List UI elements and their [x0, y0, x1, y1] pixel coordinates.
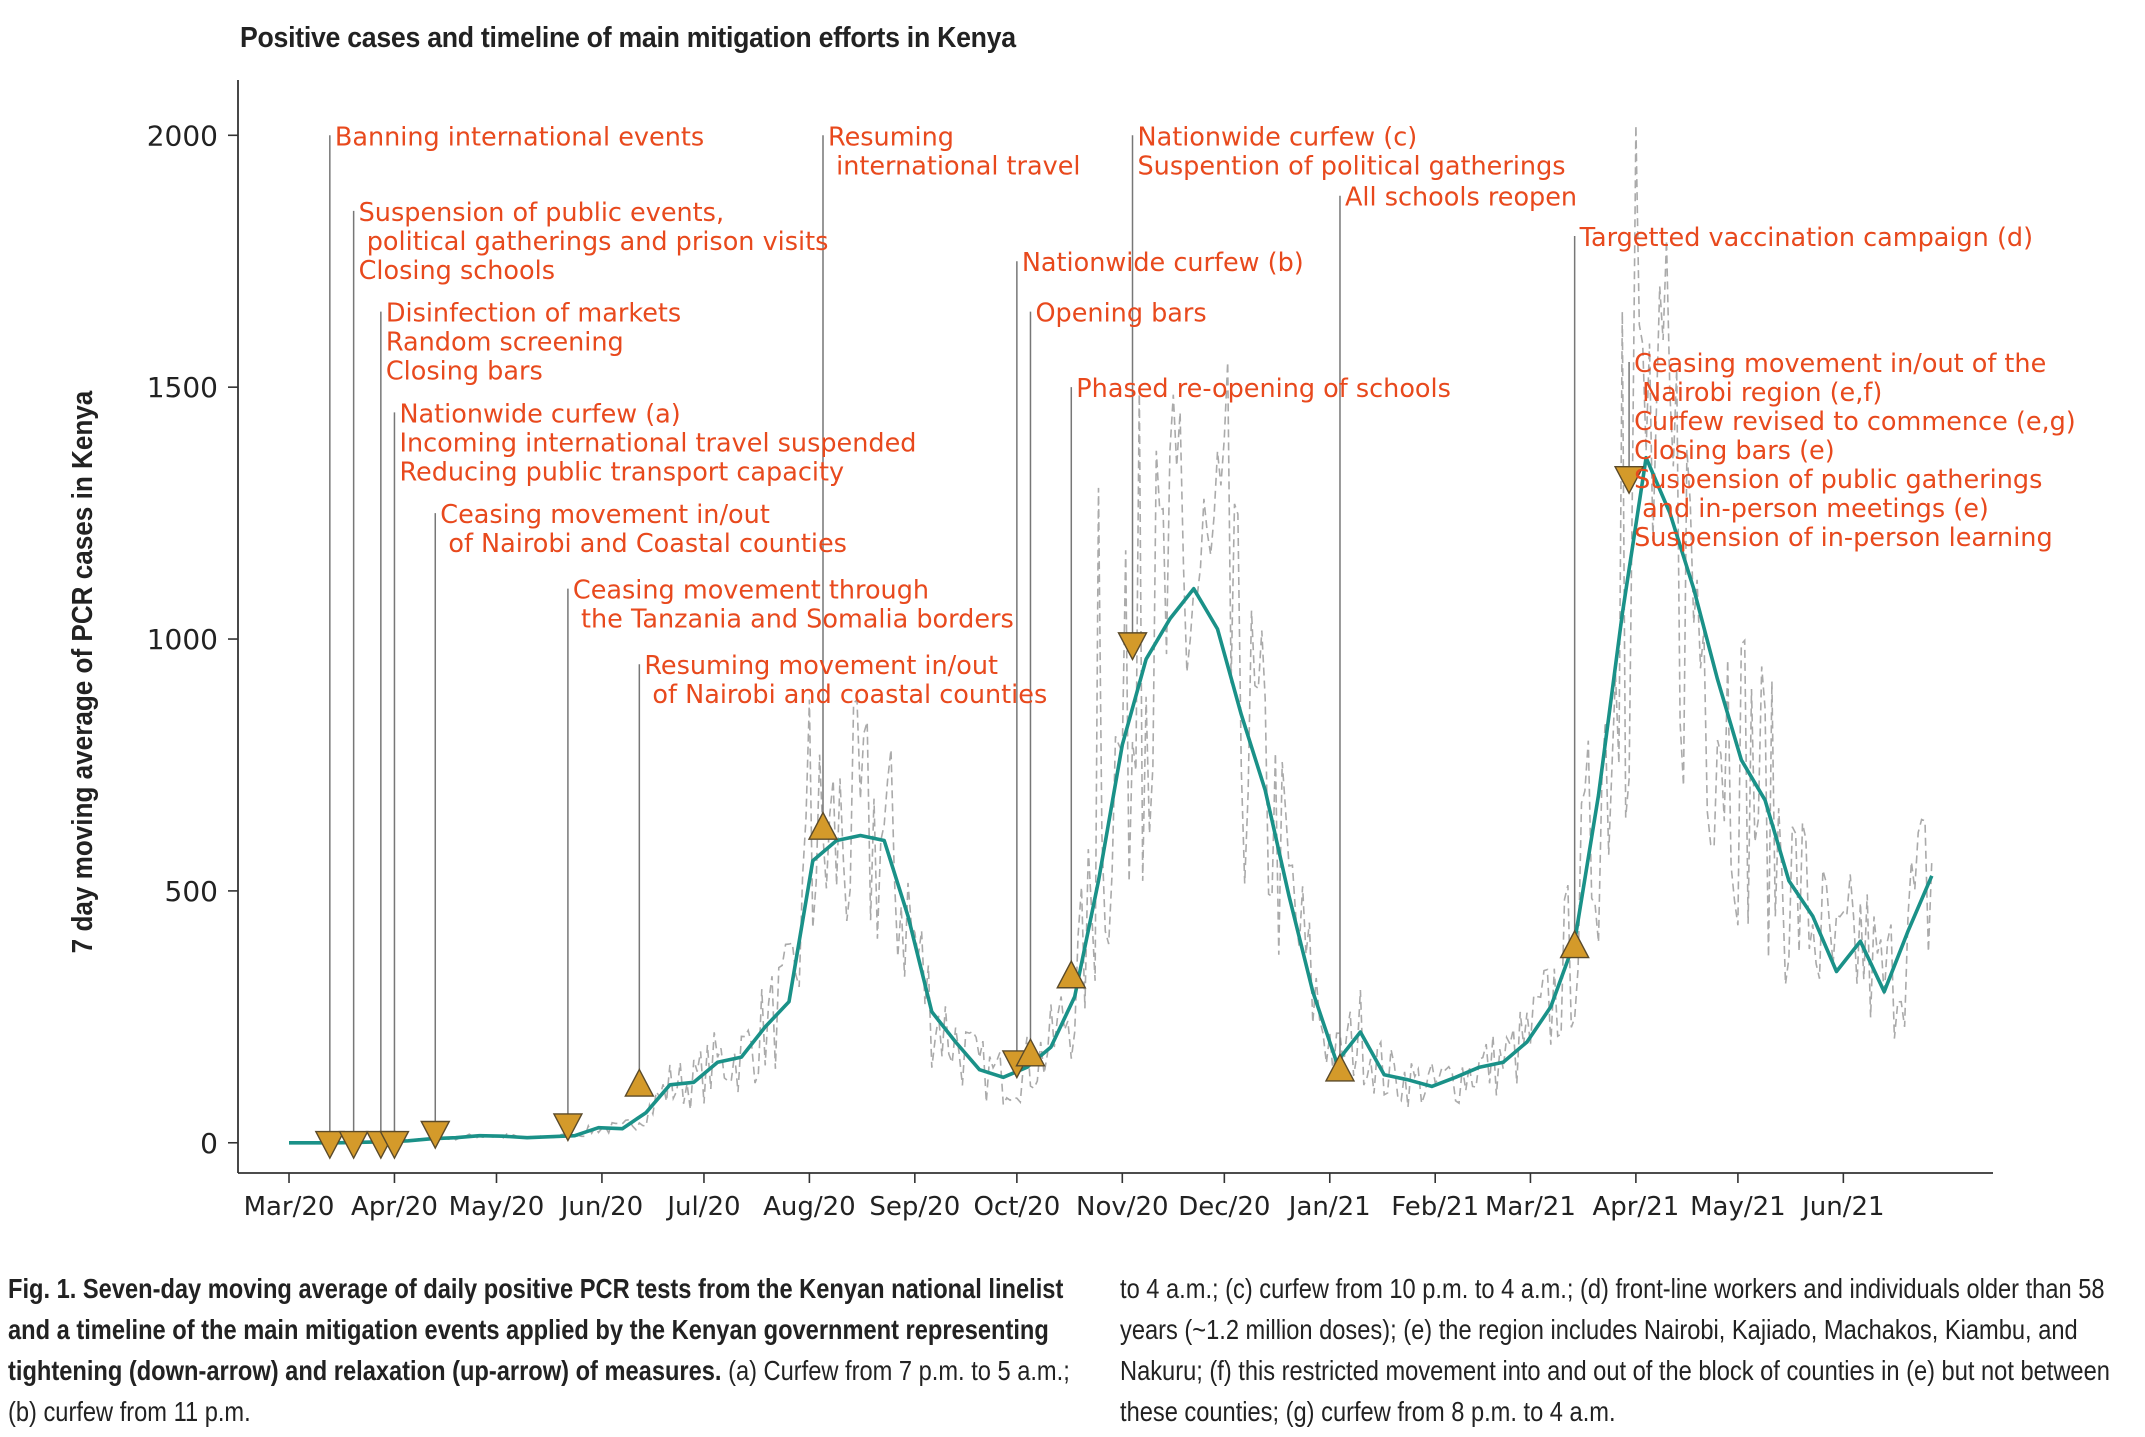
- down-arrow-marker: [338, 1130, 369, 1160]
- up-arrow-marker: [1559, 929, 1590, 959]
- x-tick-label: Jan/21: [1287, 1192, 1371, 1222]
- annotation-line: Suspention of political gatherings: [1138, 151, 1566, 181]
- annotation-text: Ceasing movement through the Tanzania an…: [573, 576, 1014, 635]
- daily-series-line: [289, 125, 1933, 1144]
- down-arrow-marker: [1613, 465, 1645, 495]
- annotation-line: Ceasing movement through: [573, 576, 929, 606]
- x-tick-label: Aug/20: [763, 1192, 856, 1222]
- annotation-line: international travel: [828, 151, 1081, 181]
- annotation-line: Suspension of public gatherings: [1634, 465, 2042, 495]
- moving-average-line: [289, 455, 1934, 1145]
- y-tick-label: 2000: [147, 119, 218, 152]
- caption-left: Fig. 1. Seven-day moving average of dail…: [8, 1268, 1074, 1432]
- annotation-line: Suspension of in-person learning: [1634, 523, 2053, 553]
- annotation-text: Ceasing movement in/out of Nairobi and C…: [440, 500, 847, 559]
- annotation-text: Opening bars: [1035, 299, 1206, 329]
- y-axis-label: 7 day moving average of PCR cases in Ken…: [66, 390, 99, 953]
- y-tick-label: 500: [165, 875, 218, 908]
- up-arrow-marker: [1324, 1052, 1356, 1082]
- annotation-text: Suspension of public events, political g…: [359, 198, 829, 286]
- annotation-line: of Nairobi and Coastal counties: [440, 529, 847, 559]
- annotation-line: Banning international events: [335, 122, 704, 152]
- annotation-leaders: [329, 135, 1630, 1143]
- x-tick-label: Feb/21: [1391, 1192, 1479, 1222]
- down-arrow-marker: [420, 1120, 451, 1150]
- up-arrow-marker: [1056, 959, 1087, 989]
- x-tick-label: Sep/20: [869, 1192, 960, 1222]
- up-arrow-marker: [624, 1067, 655, 1097]
- annotation-line: Nationwide curfew (b): [1022, 248, 1304, 278]
- x-tick-label: Jun/21: [1800, 1192, 1884, 1222]
- annotation-line: Phased re-opening of schools: [1076, 374, 1451, 404]
- annotation-line: Nairobi region (e,f): [1634, 378, 1882, 408]
- down-arrow-marker: [379, 1130, 410, 1160]
- caption-right: to 4 a.m.; (c) curfew from 10 p.m. to 4 …: [1120, 1273, 2110, 1427]
- annotation-line: Random screening: [386, 328, 624, 358]
- x-tick-label: Mar/20: [244, 1192, 335, 1222]
- annotation-line: All schools reopen: [1345, 183, 1577, 213]
- annotation-line: Nationwide curfew (a): [399, 399, 680, 429]
- annotation-line: Reducing public transport capacity: [399, 457, 844, 487]
- moving-average-layer: [289, 455, 1934, 1145]
- annotation-line: Incoming international travel suspended: [399, 428, 916, 458]
- annotation-line: political gatherings and prison visits: [359, 227, 829, 257]
- annotation-line: and in-person meetings (e): [1634, 494, 1989, 524]
- annotation-text: Phased re-opening of schools: [1076, 374, 1451, 404]
- annotation-text: Ceasing movement in/out of the Nairobi r…: [1634, 349, 2076, 553]
- up-arrow-marker: [1015, 1037, 1046, 1067]
- annotation-text: Nationwide curfew (a) Incoming internatio…: [399, 399, 916, 487]
- y-tick-label: 1500: [147, 371, 218, 404]
- x-tick-label: Jun/20: [559, 1192, 643, 1222]
- x-tick-label: Apr/20: [351, 1192, 438, 1222]
- x-tick-label: Mar/21: [1485, 1192, 1576, 1222]
- marker-layer: [314, 465, 1645, 1160]
- annotation-line: Ceasing movement in/out: [440, 500, 770, 530]
- annotation-text: Disinfection of markets Random screening C…: [386, 299, 681, 387]
- chart-title: Positive cases and timeline of main miti…: [240, 22, 1016, 54]
- annotation-line: the Tanzania and Somalia borders: [573, 605, 1014, 635]
- annotation-line: Curfew revised to commence (e,g): [1634, 407, 2076, 437]
- y-tick-label: 0: [200, 1127, 218, 1160]
- annotation-line: Disinfection of markets: [386, 299, 681, 329]
- up-arrow-marker: [807, 811, 839, 840]
- annotation-line: Closing schools: [359, 256, 555, 286]
- annotation-line: Ceasing movement in/out of the: [1634, 349, 2046, 379]
- down-arrow-marker: [314, 1130, 345, 1160]
- annotation-text: Targetted vaccination campaign (d): [1579, 223, 2033, 253]
- annotation-line: Closing bars (e): [1634, 436, 1835, 466]
- annotation-line: Targetted vaccination campaign (d): [1579, 223, 2033, 253]
- x-tick-label: Dec/20: [1178, 1192, 1270, 1222]
- down-arrow-marker: [1117, 632, 1148, 661]
- annotation-text: Nationwide curfew (c) Suspention of polit…: [1138, 122, 1566, 181]
- caption-bold: Fig. 1. Seven-day moving average of dail…: [8, 1273, 1064, 1386]
- annotation-line: Resuming: [828, 122, 954, 152]
- annotation-text: Nationwide curfew (b): [1022, 248, 1304, 278]
- annotations: Banning international events Suspension o…: [335, 122, 2076, 710]
- x-tick-label: Nov/20: [1076, 1192, 1169, 1222]
- annotation-line: Nationwide curfew (c): [1138, 122, 1418, 152]
- daily-series-layer: [289, 125, 1933, 1144]
- down-arrow-marker: [552, 1113, 584, 1143]
- x-tick-label: May/21: [1690, 1192, 1786, 1222]
- annotation-line: Opening bars: [1035, 299, 1206, 329]
- annotation-line: Suspension of public events,: [359, 198, 724, 228]
- annotation-text: All schools reopen: [1345, 183, 1577, 213]
- y-tick-label: 1000: [147, 623, 218, 656]
- caption-left-rest: (a) Curfew from 7 p.m. to 5 a.m.; (b) cu…: [8, 1355, 1070, 1427]
- annotation-text: Resuming international travel: [828, 122, 1081, 181]
- annotation-line: Resuming movement in/out: [644, 651, 998, 681]
- annotation-text: Resuming movement in/out of Nairobi and …: [644, 651, 1047, 710]
- axes: 0 500 1000 1500 2000 Mar/20 Apr/20 May/20 Jun/20…: [147, 80, 1993, 1222]
- annotation-text: Banning international events: [335, 122, 704, 152]
- x-tick-label: Oct/20: [973, 1192, 1060, 1222]
- x-tick-label: May/20: [449, 1192, 545, 1222]
- annotation-line: Closing bars: [386, 357, 543, 387]
- x-tick-label: Jul/20: [665, 1192, 740, 1222]
- x-tick-label: Apr/21: [1592, 1192, 1679, 1222]
- annotation-line: of Nairobi and coastal counties: [644, 680, 1047, 710]
